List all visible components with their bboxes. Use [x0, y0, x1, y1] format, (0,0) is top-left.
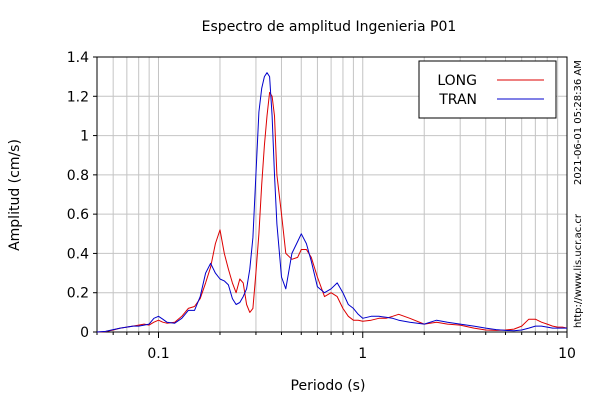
y-tick-label: 1.2	[67, 89, 89, 105]
ticks-layer: 0 0.2 0.4 0.6 0.8 1 1.2 1.4 0.1 1 10	[67, 50, 576, 362]
plot-frame	[96, 56, 568, 333]
y-tick-label: 0.2	[67, 286, 89, 302]
chart-title: Espectro de amplitud Ingenieria P01	[202, 19, 457, 35]
x-axis-label: Periodo (s)	[291, 378, 366, 394]
y-tick-label: 0.8	[67, 168, 89, 184]
series-line-long	[96, 91, 568, 333]
timestamp-label: 2021-06-01 05:28:36 AM	[573, 60, 584, 185]
y-tick-label: 0.6	[67, 207, 89, 223]
x-tick-label: 0.1	[147, 346, 169, 362]
y-tick-label: 0	[80, 325, 89, 341]
y-tick-label: 1.4	[67, 50, 89, 66]
legend-label-long: LONG	[437, 73, 477, 89]
y-tick-label: 0.4	[67, 246, 89, 262]
legend-label-tran: TRAN	[438, 92, 477, 108]
grid-layer	[96, 56, 568, 333]
x-tick-label: 1	[358, 346, 367, 362]
series-line-tran	[96, 72, 567, 333]
y-tick-label: 1	[80, 129, 89, 145]
series-layer	[96, 72, 568, 333]
legend: LONG TRAN	[418, 60, 557, 119]
legend-box	[418, 60, 557, 119]
y-axis-label: Amplitud (cm/s)	[7, 139, 23, 251]
x-tick-label: 10	[558, 346, 576, 362]
source-url-label: http://www.lis.ucr.ac.cr	[573, 214, 584, 328]
